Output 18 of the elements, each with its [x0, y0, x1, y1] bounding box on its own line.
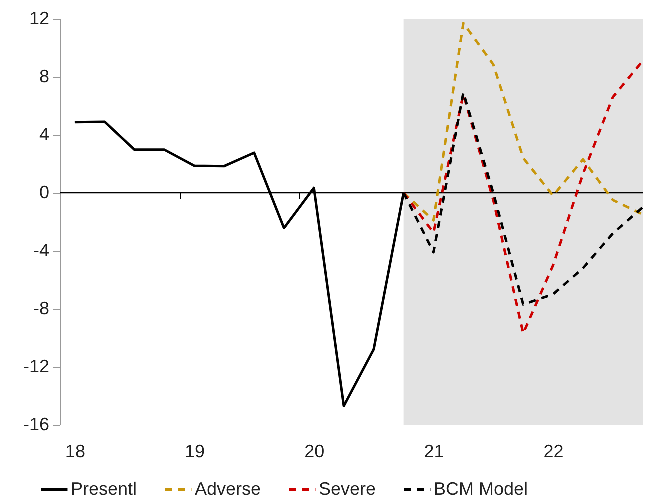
x-tick-label: 21	[424, 442, 444, 462]
x-tick-label: 20	[304, 442, 325, 462]
y-tick-label: -16	[23, 414, 50, 434]
legend-label: BCM Model	[434, 478, 528, 499]
x-tick-label: 18	[65, 442, 86, 462]
y-tick-label: 8	[39, 66, 50, 86]
y-tick-label: -4	[33, 240, 50, 260]
legend-label: Adverse	[195, 478, 262, 499]
line-series	[402, 22, 644, 222]
x-tick-label: 19	[185, 442, 206, 462]
legend-label: Severe	[319, 478, 376, 499]
y-tick-label: -12	[23, 356, 50, 376]
legend-label: Presentl	[71, 478, 138, 499]
y-tick-label: -8	[33, 298, 50, 318]
x-tick-label: 22	[544, 442, 564, 462]
y-tick-label: 4	[39, 124, 50, 144]
y-tick-label: 12	[29, 8, 50, 28]
y-tick-label: 0	[39, 182, 50, 202]
